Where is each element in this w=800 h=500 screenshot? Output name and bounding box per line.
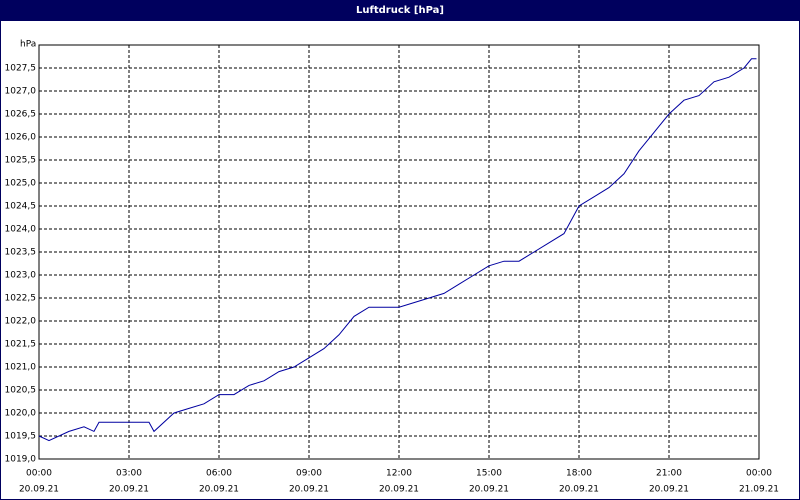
y-tick-label: 1019,0 — [5, 455, 37, 465]
y-tick-label: 1027,0 — [5, 87, 37, 97]
y-tick-label: 1022,5 — [5, 294, 37, 304]
x-tick-label: 12:00 — [386, 469, 412, 479]
y-tick-label: 1026,0 — [5, 133, 37, 143]
y-tick-label: 1023,5 — [5, 248, 37, 258]
x-tick-date: 21.09.21 — [739, 485, 779, 495]
x-tick-date: 20.09.21 — [649, 485, 689, 495]
data-line — [38, 58, 757, 442]
x-tick-label: 15:00 — [476, 469, 502, 479]
title-bar — [0, 0, 800, 20]
y-tick-label: 1020,0 — [5, 409, 37, 419]
y-tick-label: 1021,5 — [5, 340, 37, 350]
y-tick-label: 1021,0 — [5, 363, 37, 373]
y-tick-label: 1022,0 — [5, 317, 37, 327]
x-tick-label: 09:00 — [296, 469, 322, 479]
x-tick-label: 21:00 — [656, 469, 682, 479]
y-unit: hPa — [20, 40, 36, 50]
y-tick-label: 1025,0 — [5, 179, 37, 189]
window-frame — [0, 20, 800, 500]
y-tick-label: 1019,5 — [5, 432, 37, 442]
y-tick-label: 1025,5 — [5, 156, 37, 166]
x-tick-date: 20.09.21 — [289, 485, 329, 495]
x-tick-date: 20.09.21 — [109, 485, 149, 495]
y-tick-label: 1026,5 — [5, 110, 37, 120]
y-tick-label: 1024,0 — [5, 225, 37, 235]
x-tick-label: 06:00 — [206, 469, 232, 479]
x-tick-label: 03:00 — [116, 469, 142, 479]
x-tick-date: 20.09.21 — [19, 485, 59, 495]
x-tick-date: 20.09.21 — [379, 485, 419, 495]
y-tick-label: 1027,5 — [5, 64, 37, 74]
x-tick-label: 18:00 — [566, 469, 592, 479]
x-tick-label: 00:00 — [746, 469, 772, 479]
x-tick-date: 20.09.21 — [469, 485, 509, 495]
x-tick-label: 00:00 — [26, 469, 52, 479]
x-tick-date: 20.09.21 — [559, 485, 599, 495]
y-tick-label: 1024,5 — [5, 202, 37, 212]
y-tick-label: 1020,5 — [5, 386, 37, 396]
plot-frame — [38, 44, 760, 460]
y-tick-label: 1023,0 — [5, 271, 37, 281]
x-tick-date: 20.09.21 — [199, 485, 239, 495]
chart-title: Luftdruck [hPa] — [356, 5, 444, 16]
